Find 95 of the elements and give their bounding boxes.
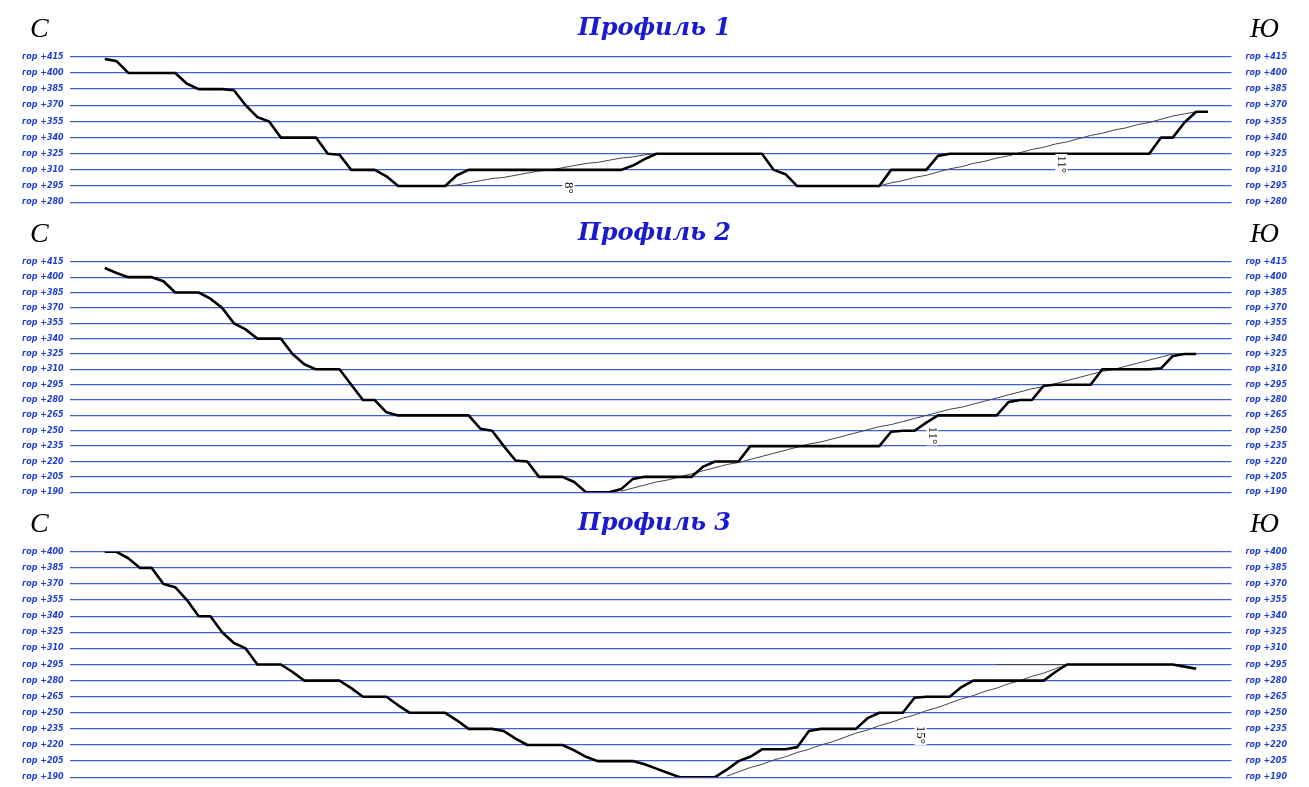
y-tick-label: гор +400 [22, 546, 65, 556]
y-tick-label: гор +220 [22, 456, 65, 466]
text: Ю [1249, 507, 1280, 539]
y2-tick-label: гор +280 [1245, 395, 1288, 405]
y2-tick-label: гор +415 [1245, 51, 1288, 61]
annotation: 11° [1054, 155, 1070, 173]
y-tick-label: гор +340 [22, 132, 65, 142]
y2-tick-label: гор +190 [1245, 772, 1288, 782]
y-tick-label: гор +325 [22, 627, 65, 637]
y-tick-label: гор +310 [22, 164, 65, 174]
y2-tick-label: гор +355 [1245, 116, 1288, 126]
y-tick-label: гор +205 [22, 471, 65, 481]
y-tick-label: гор +370 [22, 302, 65, 312]
annotation: 11° [925, 426, 941, 445]
y-tick-label: гор +340 [22, 611, 65, 621]
y2-tick-label: гор +355 [1245, 595, 1288, 605]
y2-tick-label: гор +220 [1245, 740, 1288, 750]
y-tick-label: гор +415 [22, 256, 65, 266]
y2-tick-label: гор +400 [1245, 272, 1288, 282]
y2-tick-label: гор +205 [1245, 471, 1288, 481]
y2-tick-label: гор +190 [1245, 487, 1288, 497]
y-tick-label: гор +340 [22, 333, 65, 343]
y-tick-label: гор +265 [22, 691, 65, 701]
y2-tick-label: гор +235 [1245, 441, 1288, 451]
y2-tick-label: гор +310 [1245, 364, 1288, 374]
y2-tick-label: гор +325 [1245, 627, 1288, 637]
y-tick-label: гор +235 [22, 723, 65, 733]
y2-tick-label: гор +265 [1245, 410, 1288, 420]
y-tick-label: гор +400 [22, 68, 65, 78]
y2-tick-label: гор +235 [1245, 723, 1288, 733]
y-tick-label: гор +325 [22, 349, 65, 359]
y2-tick-label: гор +295 [1245, 659, 1288, 669]
y2-tick-label: гор +385 [1245, 562, 1288, 572]
y2-tick-label: гор +415 [1245, 256, 1288, 266]
y-tick-label: гор +295 [22, 379, 65, 389]
y2-tick-label: гор +370 [1245, 302, 1288, 312]
y-tick-label: гор +370 [22, 100, 65, 110]
y2-tick-label: гор +295 [1245, 379, 1288, 389]
y2-tick-label: гор +325 [1245, 349, 1288, 359]
y2-tick-label: гор +250 [1245, 707, 1288, 717]
annotation: 8° [562, 181, 578, 194]
y-tick-label: гор +295 [22, 659, 65, 669]
y-tick-label: гор +190 [22, 772, 65, 782]
text: С [30, 12, 49, 44]
text: С [30, 507, 49, 539]
y-tick-label: гор +325 [22, 148, 65, 158]
y2-tick-label: гор +370 [1245, 579, 1288, 589]
y-tick-label: гор +280 [22, 197, 65, 207]
y2-tick-label: гор +340 [1245, 333, 1288, 343]
y-tick-label: гор +310 [22, 643, 65, 653]
y-tick-label: гор +205 [22, 756, 65, 766]
y2-tick-label: гор +205 [1245, 756, 1288, 766]
y2-tick-label: гор +340 [1245, 611, 1288, 621]
y2-tick-label: гор +355 [1245, 318, 1288, 328]
text: Ю [1249, 217, 1280, 249]
y-tick-label: гор +250 [22, 707, 65, 717]
y-tick-label: гор +265 [22, 410, 65, 420]
chart-title: Профиль 3 [576, 506, 732, 536]
y2-tick-label: гор +400 [1245, 546, 1288, 556]
annotation: 15° [914, 725, 930, 745]
y-tick-label: гор +370 [22, 579, 65, 589]
y-tick-label: гор +355 [22, 116, 65, 126]
y2-tick-label: гор +385 [1245, 84, 1288, 94]
y-tick-label: гор +250 [22, 425, 65, 435]
y-tick-label: гор +220 [22, 740, 65, 750]
y2-tick-label: гор +250 [1245, 425, 1288, 435]
y2-tick-label: гор +385 [1245, 287, 1288, 297]
y-tick-label: гор +355 [22, 595, 65, 605]
y-tick-label: гор +355 [22, 318, 65, 328]
y2-tick-label: гор +280 [1245, 675, 1288, 685]
y2-tick-label: гор +400 [1245, 68, 1288, 78]
y-tick-label: гор +385 [22, 287, 65, 297]
y2-tick-label: гор +310 [1245, 643, 1288, 653]
text: С [30, 217, 49, 249]
y2-tick-label: гор +310 [1245, 164, 1288, 174]
y-tick-label: гор +400 [22, 272, 65, 282]
y-tick-label: гор +385 [22, 84, 65, 94]
text: Ю [1249, 12, 1280, 44]
y2-tick-label: гор +370 [1245, 100, 1288, 110]
chart-title: Профиль 1 [576, 11, 732, 41]
y2-tick-label: гор +295 [1245, 181, 1288, 191]
y-tick-label: гор +385 [22, 562, 65, 572]
y-tick-label: гор +280 [22, 395, 65, 405]
y-tick-label: гор +310 [22, 364, 65, 374]
y2-tick-label: гор +340 [1245, 132, 1288, 142]
y2-tick-label: гор +265 [1245, 691, 1288, 701]
y2-tick-label: гор +325 [1245, 148, 1288, 158]
y-tick-label: гор +280 [22, 675, 65, 685]
y-tick-label: гор +190 [22, 487, 65, 497]
chart-title: Профиль 2 [576, 216, 732, 246]
y-tick-label: гор +415 [22, 51, 65, 61]
y2-tick-label: гор +220 [1245, 456, 1288, 466]
y-tick-label: гор +295 [22, 181, 65, 191]
y2-tick-label: гор +280 [1245, 197, 1288, 207]
y-tick-label: гор +235 [22, 441, 65, 451]
